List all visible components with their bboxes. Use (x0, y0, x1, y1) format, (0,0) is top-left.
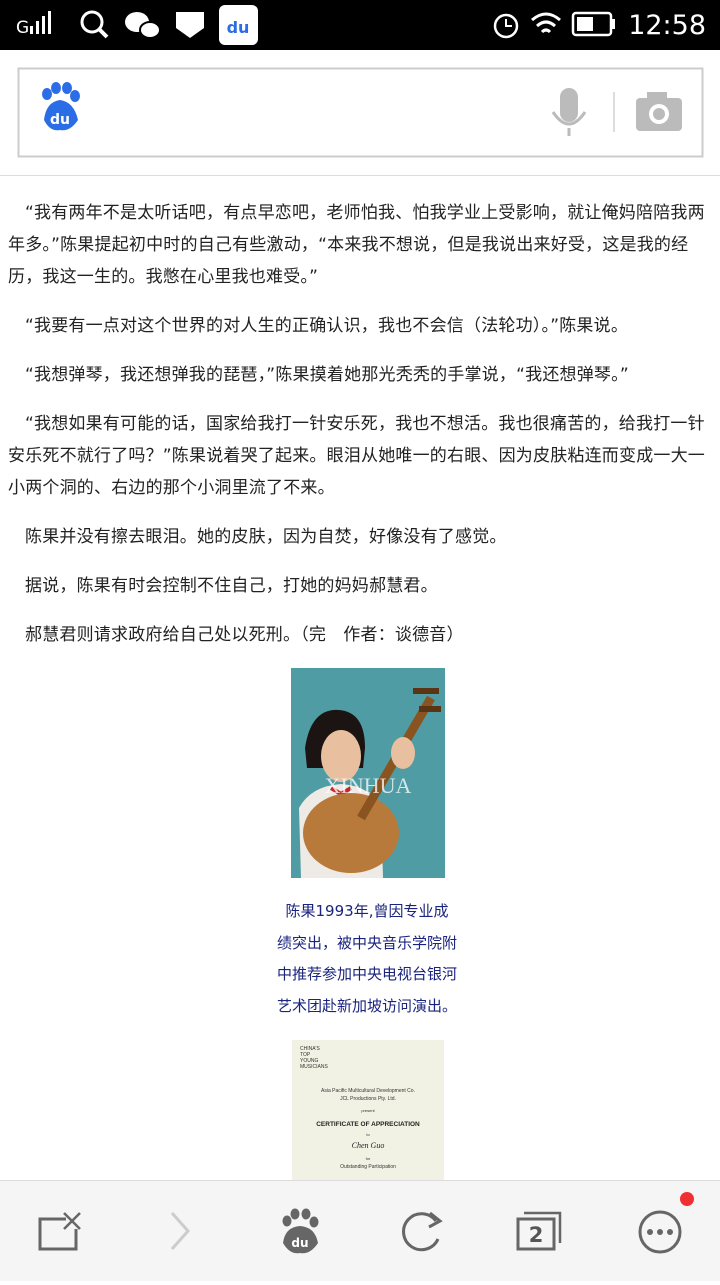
cert-text: JCL Productions Pty. Ltd. (340, 1096, 396, 1102)
logo-text: du (291, 1236, 308, 1250)
paragraph: “我有两年不是太听话吧，有点早恋吧，老师怕我、怕我学业上受影响，就让俺妈陪陪我两… (8, 203, 705, 287)
camera-icon[interactable] (636, 92, 682, 131)
alarm-icon (493, 13, 519, 39)
logo-text: du (227, 18, 250, 37)
battery-icon (571, 11, 613, 37)
certificate: CHINA'S TOP YOUNG MUSICIANS Asia Pacific… (292, 1040, 444, 1180)
baidu-paw (42, 82, 80, 131)
forward-button[interactable] (170, 1212, 191, 1250)
cert-text: present (361, 1108, 375, 1113)
baidu-app-icon (219, 5, 258, 45)
paragraph: 据说，陈果有时会控制不住自己，打她的妈妈郝慧君。 (25, 576, 438, 596)
paragraph: “我要有一点对这个世界的对人生的正确认识，我也不会信（法轮功）。”陈果说。 (25, 316, 629, 336)
cert-text: Chen Guo (352, 1141, 385, 1150)
watermark: XINHUA (325, 773, 412, 798)
close-page-button[interactable] (38, 1212, 81, 1251)
caption-line: 陈果1993年,曾因专业成 (285, 902, 449, 920)
cert-text: Asia Pacific Multicultural Development C… (321, 1088, 415, 1094)
cert-text: TOP (300, 1052, 311, 1058)
paragraph: “我想弹琴，我还想弹我的琵琶，”陈果摸着她那光秃秃的手掌说，“我还想弹琴。” (25, 365, 629, 385)
notification-dot (680, 1192, 694, 1206)
cert-text: for (366, 1156, 371, 1161)
shield-icon (176, 12, 204, 38)
tab-count: 2 (529, 1223, 544, 1247)
cert-text: CERTIFICATE OF APPRECIATION (316, 1121, 420, 1128)
clock: 12:58 (628, 10, 706, 41)
paragraph: “我想如果有可能的话，国家给我打一针安乐死，我也不想活。我也很痛苦的，给我打一针… (8, 414, 706, 498)
logo-text: du (50, 112, 70, 128)
menu-button[interactable] (638, 1210, 682, 1254)
cert-text: to (366, 1132, 370, 1137)
cert-text: MUSICIANS (300, 1064, 328, 1070)
cert-text: CHINA'S (300, 1046, 321, 1052)
photo: XINHUA (291, 668, 445, 878)
signal (30, 11, 51, 34)
caption-line: 中推荐参加中央电视台银河 (276, 965, 457, 983)
search-area: du (0, 50, 720, 176)
bottom-toolbar: du 2 (0, 1180, 720, 1281)
caption-line: 绩突出，被中央音乐学院附 (276, 933, 457, 952)
tabs-button[interactable]: 2 (516, 1211, 562, 1251)
wifi-icon (531, 12, 561, 34)
caption-line: 艺术团赴新加坡访问演出。 (276, 996, 457, 1015)
network-type: G (16, 18, 29, 38)
refresh-button[interactable] (402, 1211, 443, 1252)
cert-text: Outstanding Participation (340, 1164, 396, 1170)
search-icon (80, 10, 104, 34)
search-box[interactable]: du (0, 50, 720, 175)
home-button[interactable] (282, 1208, 319, 1254)
cert-text: YOUNG (300, 1058, 318, 1064)
photo-caption: 陈果1993年,曾因专业成 绩突出，被中央音乐学院附 中推荐参加中央电视台银河 … (200, 896, 534, 1022)
mic-icon[interactable] (551, 88, 587, 136)
paragraph: 郝慧君则请求政府给自己处以死刑。（完 作者：谈德音） (25, 625, 464, 645)
paragraph: 陈果并没有擦去眼泪。她的皮肤，因为自焚，好像没有了感觉。 (25, 527, 507, 547)
toolbar-icons: du 2 (38, 1192, 694, 1254)
status-icons: G du 12:58 (16, 5, 706, 45)
article: “我有两年不是太听话吧，有点早恋吧，老师怕我、怕我学业上受影响，就让俺妈陪陪我两… (0, 195, 720, 1180)
status-bar: G du 12:58 (0, 0, 720, 50)
